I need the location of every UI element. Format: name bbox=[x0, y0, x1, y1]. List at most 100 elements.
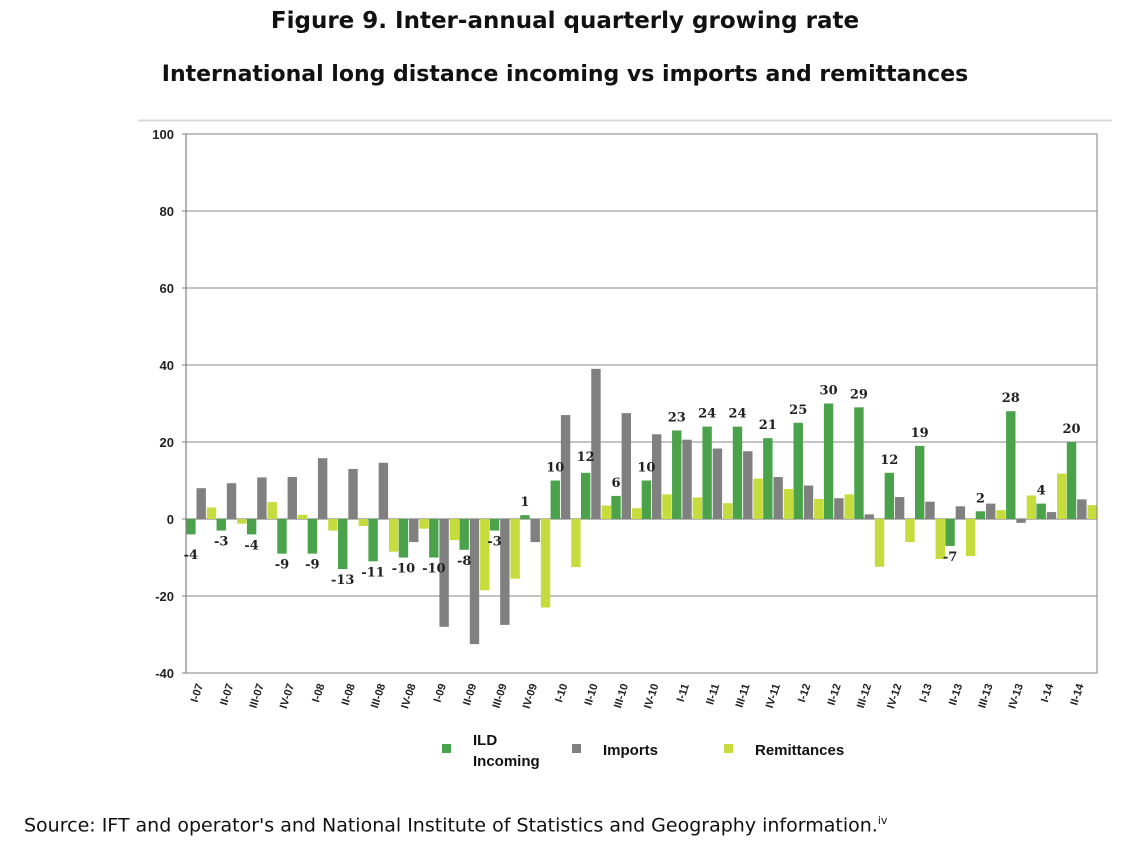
y-tick-label: 100 bbox=[152, 127, 174, 142]
x-tick-label: I-08 bbox=[310, 682, 327, 704]
legend-label: Incoming bbox=[473, 753, 540, 770]
bar-ild-incoming bbox=[398, 519, 409, 558]
bar-remittances bbox=[753, 478, 763, 519]
bar-imports bbox=[773, 477, 783, 519]
bar-imports bbox=[409, 519, 419, 543]
bar-ild-incoming bbox=[307, 519, 318, 554]
data-label: 28 bbox=[1002, 391, 1020, 406]
bar-remittances bbox=[297, 514, 308, 519]
bar-ild-incoming bbox=[1006, 411, 1016, 519]
bar-remittances bbox=[388, 519, 399, 552]
y-tick-label: 60 bbox=[160, 281, 174, 296]
bar-remittances bbox=[844, 494, 854, 519]
data-label: -4 bbox=[184, 548, 198, 563]
data-label: 1 bbox=[520, 495, 529, 510]
bar-ild-incoming bbox=[368, 519, 378, 562]
bar-remittances bbox=[814, 498, 824, 519]
bar-ild-incoming bbox=[763, 438, 773, 519]
bar-remittances bbox=[662, 494, 672, 519]
bar-imports bbox=[591, 368, 601, 519]
bar-remittances bbox=[419, 519, 429, 529]
bar-imports bbox=[500, 519, 510, 625]
data-label: -3 bbox=[214, 535, 228, 550]
y-tick-label: 20 bbox=[160, 435, 174, 450]
bar-imports bbox=[439, 519, 449, 627]
bar-imports bbox=[955, 506, 966, 519]
bar-ild-incoming bbox=[1036, 503, 1046, 519]
data-label: 30 bbox=[820, 384, 838, 399]
legend-label: Imports bbox=[603, 742, 658, 759]
bar-ild-incoming bbox=[216, 519, 226, 531]
data-label: 24 bbox=[698, 407, 716, 422]
data-label: 25 bbox=[789, 403, 807, 418]
bar-ild-incoming bbox=[580, 472, 591, 519]
bar-imports bbox=[530, 519, 540, 543]
bar-ild-incoming bbox=[702, 426, 712, 519]
bar-remittances bbox=[935, 519, 945, 560]
bar-imports bbox=[287, 477, 297, 519]
data-label: 6 bbox=[611, 476, 620, 491]
data-label: -9 bbox=[305, 558, 319, 573]
bar-ild-incoming bbox=[246, 519, 257, 535]
data-label: -7 bbox=[943, 550, 957, 565]
bar-remittances bbox=[965, 519, 976, 556]
bar-ild-incoming bbox=[823, 403, 834, 519]
data-label: -11 bbox=[361, 565, 385, 580]
legend-label: ILD bbox=[473, 732, 497, 749]
bars bbox=[186, 368, 1097, 645]
y-tick-label: -20 bbox=[155, 589, 174, 604]
bar-remittances bbox=[905, 519, 915, 543]
bar-imports bbox=[803, 485, 814, 519]
bar-remittances bbox=[237, 519, 247, 524]
bar-imports bbox=[864, 514, 874, 519]
bar-ild-incoming bbox=[914, 445, 925, 519]
bar-remittances bbox=[601, 505, 611, 519]
bar-ild-incoming bbox=[672, 430, 682, 519]
bar-ild-incoming bbox=[520, 515, 530, 519]
bar-remittances bbox=[1026, 495, 1037, 519]
data-label: 10 bbox=[637, 461, 655, 476]
bar-imports bbox=[834, 498, 844, 519]
bar-ild-incoming bbox=[338, 519, 348, 570]
bar-imports bbox=[986, 503, 996, 519]
source-text: Source: IFT and operator's and National … bbox=[24, 814, 878, 837]
bar-remittances bbox=[692, 497, 703, 519]
legend-swatch bbox=[442, 744, 451, 753]
y-axis: -40 -20 0 20 40 60 80 100 bbox=[152, 127, 187, 681]
data-label: 19 bbox=[911, 426, 929, 441]
bar-remittances bbox=[480, 519, 490, 591]
bar-imports bbox=[348, 468, 358, 519]
bar-remittances bbox=[206, 507, 217, 519]
legend-swatch bbox=[572, 744, 581, 753]
bar-remittances bbox=[358, 519, 369, 526]
bar-remittances bbox=[996, 510, 1006, 519]
bar-ild-incoming bbox=[459, 519, 469, 550]
bar-imports bbox=[226, 483, 237, 519]
x-tick-label: I-11 bbox=[675, 682, 692, 703]
data-label: 20 bbox=[1062, 422, 1080, 437]
data-label: 10 bbox=[546, 461, 564, 476]
y-tick-label: 0 bbox=[167, 512, 174, 527]
bar-ild-incoming bbox=[641, 480, 652, 519]
bar-remittances bbox=[449, 519, 460, 541]
x-tick-label: I-10 bbox=[553, 682, 570, 704]
bar-ild-incoming bbox=[793, 422, 803, 519]
bar-imports bbox=[894, 497, 905, 519]
bar-ild-incoming bbox=[550, 480, 560, 519]
data-label: 23 bbox=[668, 410, 686, 425]
bar-remittances bbox=[328, 519, 338, 531]
bar-remittances bbox=[723, 503, 733, 519]
bar-imports bbox=[651, 434, 662, 519]
bar-ild-incoming bbox=[975, 511, 986, 519]
figure-title: Figure 9. Inter-annual quarterly growing… bbox=[270, 8, 860, 34]
bar-ild-incoming bbox=[945, 519, 955, 546]
legend-label: Remittances bbox=[755, 742, 844, 759]
legend: ILD Incoming Imports Remittances bbox=[442, 732, 844, 770]
data-label: 4 bbox=[1037, 484, 1046, 499]
bar-ild-incoming bbox=[489, 519, 500, 531]
x-tick-label: I-12 bbox=[796, 682, 813, 704]
bar-remittances bbox=[267, 502, 277, 519]
y-tick-label: -40 bbox=[155, 666, 174, 681]
